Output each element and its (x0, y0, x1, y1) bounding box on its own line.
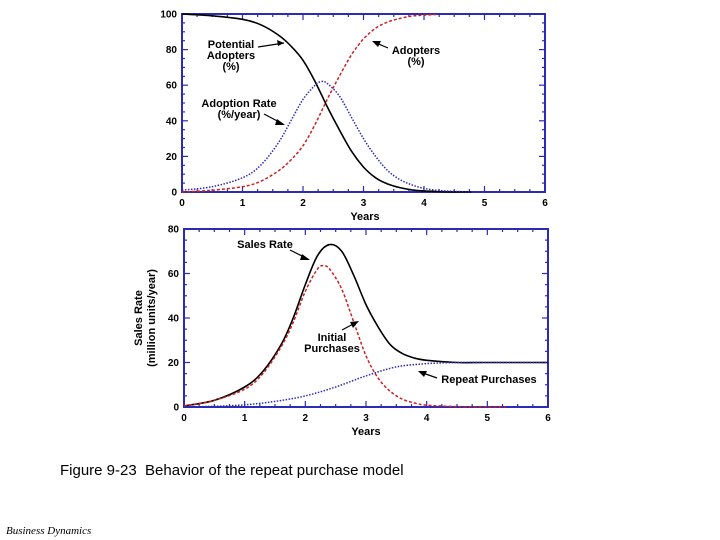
annotation-potential-adopters-line-2: Adopters (207, 50, 255, 62)
footer-book-title: Business Dynamics (6, 525, 92, 537)
annotation-repeat-purchases: Repeat Purchases (418, 371, 537, 386)
adoption-chart-ticks (181, 13, 546, 193)
figure-caption: Figure 9-23 Behavior of the repeat purch… (60, 462, 404, 479)
series-repeat-purchases-line (183, 361, 548, 408)
adoption-chart-y-tick-label: 80 (166, 45, 178, 56)
adoption-chart-y-tick-label: 0 (171, 188, 177, 199)
annotation-adopters: Adopters (%) (372, 41, 440, 68)
annotation-initial-purchases: Initial Purchases (304, 321, 360, 355)
sales-chart-y-tick-label: 80 (168, 225, 180, 236)
annotation-adoption-rate-arrowhead (275, 119, 285, 125)
sales-chart-y-tick-label: 0 (173, 403, 179, 414)
annotation-adopters-line-1: Adopters (392, 45, 440, 57)
sales-chart-x-tick-label: 6 (545, 413, 551, 424)
annotation-initial-purchases-line-1: Initial (318, 332, 347, 344)
adoption-chart-tick-labels: 0 20 40 60 80 100 0 1 2 3 4 5 6 (160, 10, 548, 210)
series-potential-adopters-line (181, 13, 473, 193)
adoption-chart-x-tick-label: 4 (421, 198, 427, 209)
annotation-potential-adopters-line-1: Potential (208, 39, 254, 51)
series-initial-purchases-line (183, 264, 506, 408)
adoption-chart-x-tick-label: 5 (482, 198, 488, 209)
annotation-sales-rate-line-1: Sales Rate (237, 239, 293, 251)
adoption-chart-y-tick-label: 60 (166, 81, 178, 92)
sales-chart-x-tick-label: 0 (181, 413, 187, 424)
sales-chart-y-tick-label: 60 (168, 269, 180, 280)
annotation-initial-purchases-line-2: Purchases (304, 343, 360, 355)
sales-chart-y-tick-label: 40 (168, 314, 180, 325)
adoption-chart-y-tick-label: 20 (166, 152, 178, 163)
annotation-adoption-rate-line-1: Adoption Rate (201, 98, 276, 110)
adoption-chart-y-tick-label: 40 (166, 116, 178, 127)
series-sales-rate-line (183, 243, 548, 407)
series-adopters-line (181, 13, 437, 193)
adoption-chart-x-tick-label: 0 (179, 198, 185, 209)
annotation-repeat-purchases-line-1: Repeat Purchases (441, 374, 536, 386)
sales-chart-y-axis-title-line-1: Sales Rate (133, 290, 145, 346)
annotation-potential-adopters-arrowhead (277, 40, 284, 46)
sales-chart-x-tick-label: 4 (424, 413, 430, 424)
adoption-chart-x-axis-title: Years (350, 211, 379, 223)
sales-chart-y-axis-title-line-2: (million units/year) (146, 269, 158, 367)
annotation-adopters-line-2: (%) (407, 56, 424, 68)
annotation-sales-rate: Sales Rate (237, 239, 310, 260)
series-adoption-rate-year-line (181, 80, 473, 193)
sales-chart-x-tick-label: 3 (363, 413, 369, 424)
adoption-chart-series (181, 13, 473, 193)
sales-chart-x-tick-label: 2 (303, 413, 309, 424)
annotation-repeat-purchases-arrowhead (418, 371, 427, 377)
sales-chart-y-tick-label: 20 (168, 358, 180, 369)
adoption-chart-x-tick-label: 6 (542, 198, 548, 209)
sales-chart-x-tick-label: 5 (485, 413, 491, 424)
annotation-initial-purchases-arrowhead (350, 321, 359, 328)
annotation-potential-adopters-line-3: (%) (222, 61, 239, 73)
annotation-adoption-rate-line-2: (%/year) (218, 109, 261, 121)
sales-chart-ticks (183, 228, 549, 408)
annotation-potential-adopters: Potential Adopters (%) (207, 39, 285, 73)
annotation-sales-rate-arrowhead (300, 254, 310, 260)
annotation-adopters-arrowhead (372, 41, 381, 47)
sales-chart-x-tick-label: 1 (242, 413, 248, 424)
sales-chart-x-axis-title: Years (351, 426, 380, 438)
sales-chart-tick-labels: 0 20 40 60 80 0 1 2 3 4 5 6 (168, 225, 551, 425)
adoption-chart-x-tick-label: 1 (240, 198, 246, 209)
adoption-chart-x-tick-label: 2 (300, 198, 306, 209)
adoption-chart-x-tick-label: 3 (361, 198, 367, 209)
sales-chart: 0 20 40 60 80 0 1 2 3 4 5 6 Years Sales Rate (milli… (133, 225, 551, 439)
sales-chart-series (183, 243, 548, 408)
adoption-chart-y-tick-label: 100 (160, 10, 177, 21)
adoption-chart: 0 20 40 60 80 100 0 1 2 3 4 5 6 Years Potential Adop… (160, 10, 548, 224)
annotation-adoption-rate: Adoption Rate (%/year) (201, 98, 285, 125)
